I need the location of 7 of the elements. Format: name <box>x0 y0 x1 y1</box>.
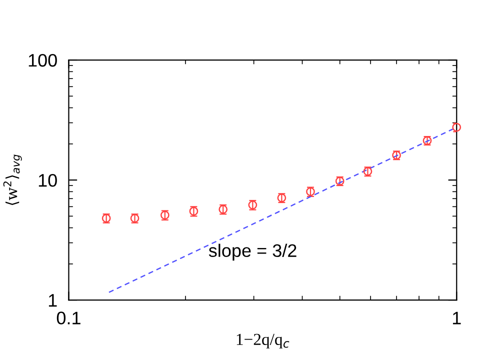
y-tick-label: 1 <box>48 294 57 307</box>
y-tick-label: 100 <box>28 54 57 67</box>
x-axis-title: 1−2q/q$_{c}$ <box>236 334 290 348</box>
x-tick-label: 0.1 <box>56 312 80 324</box>
y-tick-label: 10 <box>38 174 57 187</box>
annotation: slope = 3/2 <box>208 244 296 261</box>
y-axis-title: ⟨w$^{2}$⟩$_{avg}$ <box>3 154 22 206</box>
